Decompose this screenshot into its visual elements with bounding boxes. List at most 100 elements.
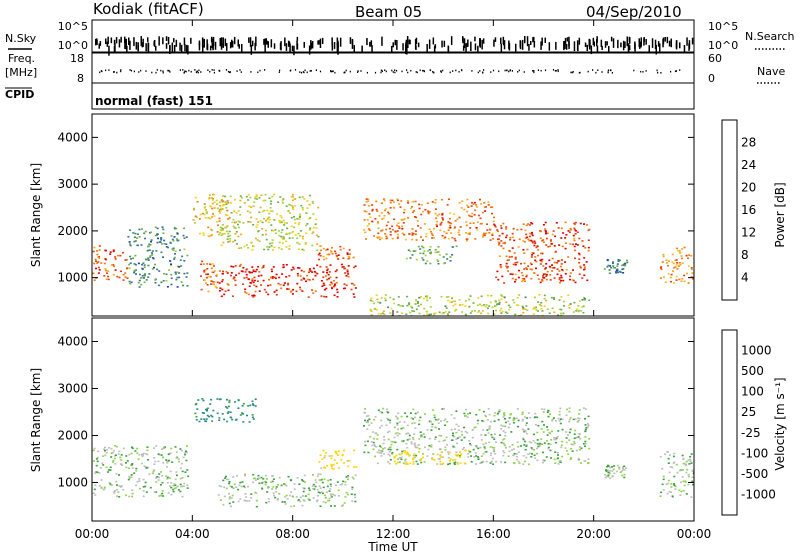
power-cell [548,259,551,262]
power-cell [151,252,153,254]
power-cell [688,254,691,256]
velocity-cell [456,442,458,445]
velocity-cell [227,405,230,408]
velocity-cell [366,419,369,422]
power-cell [288,245,291,247]
power-cell [353,284,356,286]
power-cell [326,269,329,272]
velocity-cell [326,485,329,488]
velocity-cell [187,475,190,478]
power-cell [428,313,431,316]
freq-mark [278,71,280,73]
power-cell [540,304,543,307]
power-cell [134,240,137,242]
velocity-cell [558,410,561,413]
power-cell [434,251,437,254]
power-cell [548,312,551,314]
velocity-cell [492,463,495,465]
nsky-mark [408,39,411,45]
nsky-mark [686,37,688,46]
nsky-mark [450,36,453,45]
power-cell [389,199,392,202]
power-cell [431,234,434,236]
velocity-cell [500,428,503,430]
velocity-cell [534,457,537,459]
power-cell [326,278,329,281]
velocity-cell [577,417,580,420]
power-cell [623,263,626,265]
velocity-cell [432,453,435,455]
power-cell [585,261,588,263]
velocity-cell [406,415,409,418]
power-cell [434,249,437,251]
power-cell [294,222,297,224]
freq-mark [579,71,581,74]
velocity-cell [416,463,419,465]
power-cell [683,274,686,277]
power-cell [313,270,316,273]
power-cell [439,229,442,232]
power-cell [133,269,136,272]
nsky-mark [167,37,170,45]
velocity-cell [247,485,249,488]
freq-mark [99,71,101,74]
power-cell [609,265,612,267]
velocity-cell [547,447,550,450]
power-cell [247,293,250,296]
power-cell [465,221,468,223]
velocity-cell [122,488,125,491]
power-cell [681,278,684,280]
velocity-cell [330,455,333,457]
power-cell [212,281,215,283]
power-cell [616,263,619,265]
velocity-cell [230,505,233,508]
velocity-cell [533,454,536,457]
velocity-cell [413,416,416,419]
velocity-cell [414,412,417,415]
velocity-cell [487,432,490,434]
velocity-cell [490,452,493,454]
freq-mark [433,71,435,74]
power-cell [238,226,240,229]
power-cell [213,283,216,286]
velocity-cell [604,473,606,476]
nsky-mark [263,39,265,45]
freq-mark [108,69,110,71]
velocity-cell [383,439,386,441]
power-cell [562,232,565,234]
nsky-mark [284,37,286,47]
power-feature-8 [405,245,458,265]
velocity-cell [420,434,423,437]
power-cell [218,270,221,272]
nsky-mark [493,39,495,47]
power-cell [380,230,383,232]
velocity-cell [167,459,170,462]
velocity-cell [573,437,576,440]
velocity-cell [474,452,477,454]
power-cell [248,205,251,208]
power-cell [239,263,242,266]
velocity-cell [354,474,357,476]
velocity-cell [167,453,170,456]
power-cell [227,218,230,220]
velocity-cell [437,422,440,424]
velocity-cell [208,415,211,418]
power-cell [337,254,340,256]
power-cell [150,240,152,243]
velocity-cell [553,438,556,441]
power-cell [553,245,556,247]
velocity-cell [167,492,170,494]
power-cell [165,243,168,245]
power-cell [520,280,523,283]
power-cell [283,224,286,226]
velocity-cell [584,428,587,431]
velocity-cell [389,421,392,424]
velocity-cell [683,484,686,487]
power-cell [309,227,312,230]
freq-mark [182,69,184,71]
power-cell [503,296,506,299]
power-cell [560,279,562,282]
power-cell [420,236,422,238]
velocity-cell [265,481,268,484]
